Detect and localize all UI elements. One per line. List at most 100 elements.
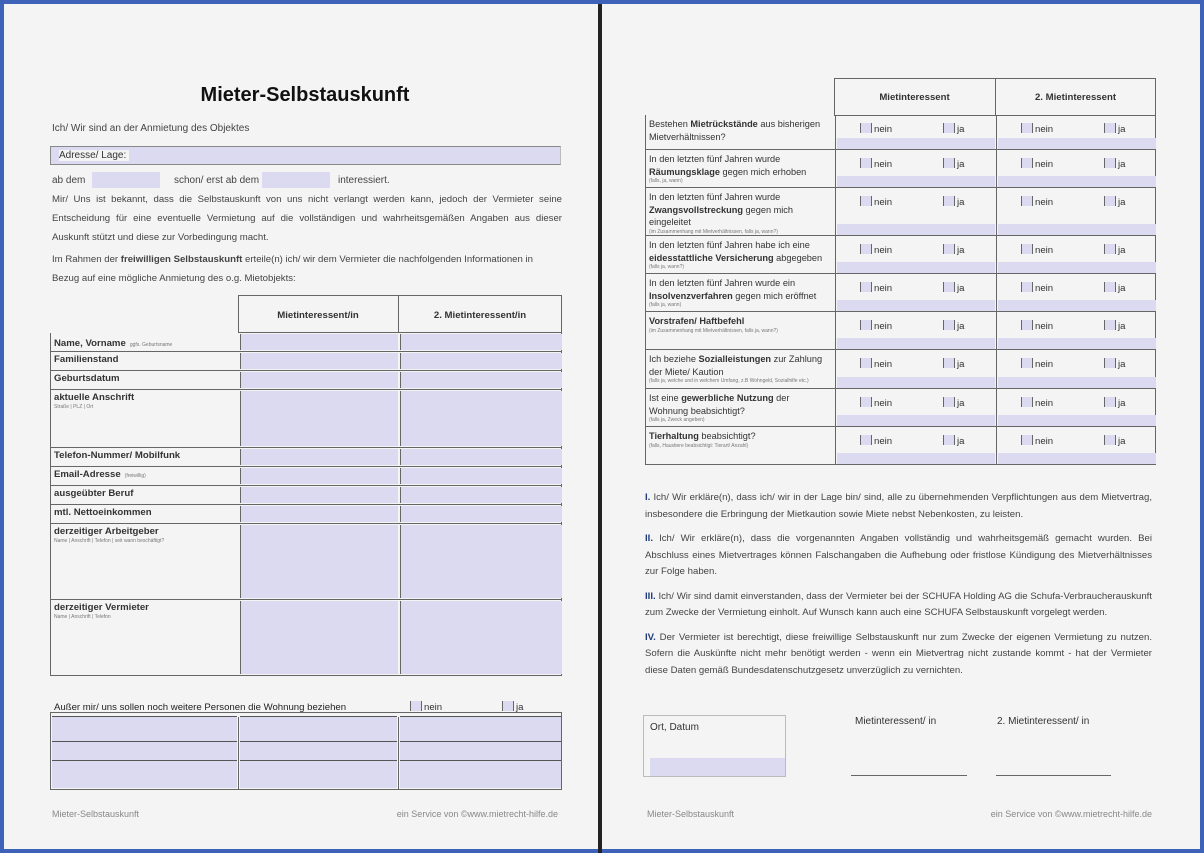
checkbox-label: nein — [874, 321, 893, 332]
input-cell[interactable] — [240, 391, 398, 446]
input-cell[interactable] — [400, 601, 562, 674]
from-date-field[interactable] — [92, 172, 160, 188]
no-checkbox[interactable]: nein — [860, 282, 892, 294]
answer-strip[interactable] — [837, 262, 995, 273]
no-checkbox[interactable]: nein — [860, 397, 892, 409]
input-cell[interactable] — [240, 372, 398, 388]
yes-checkbox[interactable]: ja — [943, 282, 964, 294]
answer-strip[interactable] — [837, 176, 995, 187]
input-cell[interactable] — [240, 353, 398, 369]
input-cell[interactable] — [400, 334, 562, 350]
input-cell[interactable] — [400, 353, 562, 369]
others-input-cell[interactable] — [52, 760, 237, 788]
place-date-field[interactable]: Ort, Datum — [643, 715, 786, 777]
no-checkbox[interactable]: nein — [860, 358, 892, 370]
yes-checkbox[interactable]: ja — [1104, 435, 1125, 447]
input-cell[interactable] — [240, 601, 398, 674]
input-cell[interactable] — [240, 487, 398, 503]
no-checkbox[interactable]: nein — [1021, 158, 1053, 170]
others-no-checkbox[interactable]: nein — [410, 701, 442, 713]
answer-cell: nein ja — [835, 350, 996, 388]
signature1-line[interactable] — [851, 775, 967, 776]
answer-strip[interactable] — [998, 176, 1156, 187]
no-checkbox[interactable]: nein — [1021, 358, 1053, 370]
input-cell[interactable] — [400, 468, 562, 484]
yes-checkbox[interactable]: ja — [1104, 123, 1125, 135]
yes-checkbox[interactable]: ja — [943, 435, 964, 447]
input-cell[interactable] — [240, 506, 398, 522]
input-cell[interactable] — [400, 372, 562, 388]
input-cell[interactable] — [400, 391, 562, 446]
input-cell[interactable] — [400, 506, 562, 522]
others-yes-checkbox[interactable]: ja — [502, 701, 523, 713]
yes-checkbox[interactable]: ja — [1104, 196, 1125, 208]
answer-strip[interactable] — [998, 262, 1156, 273]
yes-checkbox[interactable]: ja — [1104, 358, 1125, 370]
input-cell[interactable] — [240, 525, 398, 598]
paragraph-2-bold: freiwilligen Selbstauskunft — [120, 254, 243, 265]
checkbox-icon — [860, 397, 872, 407]
start-date-field[interactable] — [262, 172, 330, 188]
no-checkbox[interactable]: nein — [860, 123, 892, 135]
input-cell[interactable] — [400, 525, 562, 598]
yes-checkbox[interactable]: ja — [943, 320, 964, 332]
answer-strip[interactable] — [837, 415, 995, 426]
answer-strip[interactable] — [998, 415, 1156, 426]
answer-strip[interactable] — [837, 377, 995, 388]
signature2-line[interactable] — [996, 775, 1111, 776]
yes-checkbox[interactable]: ja — [1104, 158, 1125, 170]
yes-checkbox[interactable]: ja — [943, 196, 964, 208]
yes-checkbox[interactable]: ja — [1104, 244, 1125, 256]
no-checkbox[interactable]: nein — [1021, 282, 1053, 294]
address-field[interactable]: Adresse/ Lage: — [50, 146, 561, 165]
answer-strip[interactable] — [998, 224, 1156, 235]
yes-checkbox[interactable]: ja — [943, 397, 964, 409]
question-keyword: Vorstrafen/ Haftbefehl — [649, 316, 745, 326]
no-checkbox[interactable]: nein — [1021, 320, 1053, 332]
no-checkbox[interactable]: nein — [860, 244, 892, 256]
input-cell[interactable] — [240, 468, 398, 484]
no-checkbox[interactable]: nein — [860, 320, 892, 332]
yes-checkbox[interactable]: ja — [943, 123, 964, 135]
no-checkbox[interactable]: nein — [860, 435, 892, 447]
answer-strip[interactable] — [837, 338, 995, 349]
answer-cell: nein ja — [835, 312, 996, 349]
no-checkbox[interactable]: nein — [1021, 196, 1053, 208]
answer-strip[interactable] — [837, 453, 995, 464]
no-checkbox[interactable]: nein — [1021, 244, 1053, 256]
no-checkbox[interactable]: nein — [860, 158, 892, 170]
input-cell[interactable] — [240, 449, 398, 465]
yes-checkbox[interactable]: ja — [943, 358, 964, 370]
yes-checkbox[interactable]: ja — [1104, 282, 1125, 294]
input-cell[interactable] — [400, 487, 562, 503]
answer-strip[interactable] — [837, 300, 995, 311]
question-text-start: In den letzten fünf Jahren wurde ein — [649, 278, 796, 288]
others-input-cell[interactable] — [240, 760, 397, 788]
row-hint: ggfs. Geburtsname — [129, 342, 173, 348]
answer-strip[interactable] — [998, 377, 1156, 388]
no-checkbox[interactable]: nein — [1021, 435, 1053, 447]
no-checkbox[interactable]: nein — [1021, 123, 1053, 135]
input-cell[interactable] — [240, 334, 398, 350]
answer-cell: nein ja — [835, 389, 996, 426]
others-input-cell[interactable] — [400, 760, 561, 788]
yes-checkbox[interactable]: ja — [1104, 397, 1125, 409]
answer-strip[interactable] — [837, 138, 995, 149]
input-cell[interactable] — [400, 449, 562, 465]
yes-checkbox[interactable]: ja — [943, 158, 964, 170]
yes-checkbox[interactable]: ja — [943, 244, 964, 256]
answer-strip[interactable] — [998, 338, 1156, 349]
no-checkbox[interactable]: nein — [1021, 397, 1053, 409]
header-divider — [398, 295, 399, 333]
footer-right: ein Service von ©www.mietrecht-hilfe.de — [396, 809, 558, 819]
answer-strip[interactable] — [998, 300, 1156, 311]
question-text-start: Bestehen — [649, 119, 691, 129]
yes-checkbox[interactable]: ja — [1104, 320, 1125, 332]
answer-strip[interactable] — [998, 453, 1156, 464]
answer-strip[interactable] — [837, 224, 995, 235]
question-text-start: In den letzten fünf Jahren habe ich eine — [649, 240, 810, 250]
checkbox-icon — [1104, 282, 1116, 292]
place-date-input[interactable] — [650, 758, 785, 776]
no-checkbox[interactable]: nein — [860, 196, 892, 208]
answer-strip[interactable] — [998, 138, 1156, 149]
